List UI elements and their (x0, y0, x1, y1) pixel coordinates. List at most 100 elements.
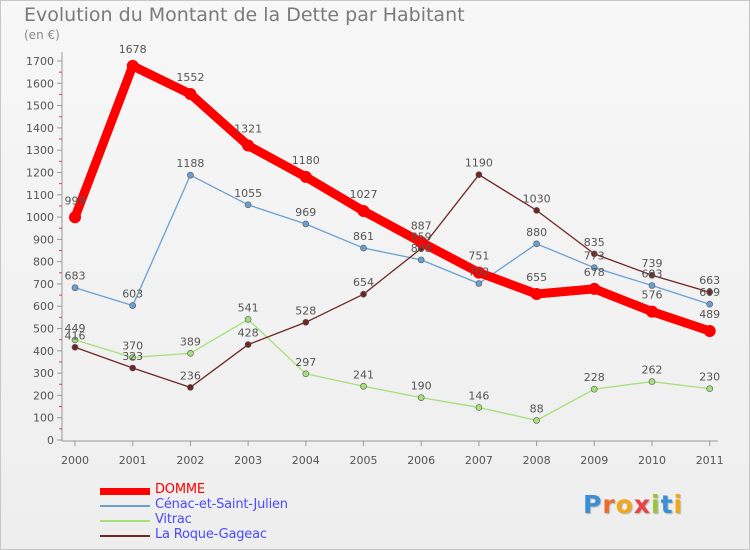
y-tick-label: 1100 (26, 189, 54, 202)
legend-swatch (100, 488, 150, 495)
data-point-la-roque-gageac (129, 364, 136, 372)
data-point-cenac-et-saint-julien (302, 220, 310, 228)
data-point-domme (126, 59, 139, 72)
x-tick-label: 2003 (234, 454, 262, 467)
data-point-domme (357, 205, 370, 218)
data-label-cenac-et-saint-julien: 773 (584, 250, 605, 263)
x-tick-label: 2000 (61, 454, 89, 467)
data-label-la-roque-gageac: 416 (65, 329, 86, 342)
legend-swatch (100, 520, 150, 522)
data-label-la-roque-gageac: 236 (180, 369, 201, 382)
data-label-domme: 1321 (234, 122, 262, 135)
data-label-cenac-et-saint-julien: 702 (468, 265, 489, 278)
logo-letter: o (615, 490, 634, 519)
data-label-vitrac: 146 (468, 389, 489, 402)
logo-letter: P (583, 490, 603, 519)
logo-letter: r (602, 490, 616, 519)
legend-label: Vitrac (155, 512, 192, 527)
chart-title: Evolution du Montant de la Dette par Hab… (24, 4, 465, 26)
data-label-vitrac: 449 (65, 322, 86, 335)
data-point-domme (530, 287, 543, 300)
data-point-cenac-et-saint-julien (417, 256, 425, 264)
data-point-vitrac (129, 354, 136, 361)
y-tick-label: 600 (33, 300, 54, 313)
data-label-domme: 751 (468, 250, 489, 263)
legend-swatch (100, 505, 150, 507)
y-tick-label: 400 (33, 345, 54, 358)
y-tick-label: 1600 (26, 77, 54, 90)
data-point-la-roque-gageac (590, 250, 598, 258)
data-label-cenac-et-saint-julien: 880 (526, 226, 547, 239)
y-tick-label: 900 (33, 233, 54, 246)
data-label-domme: 678 (584, 266, 605, 279)
legend-label: Cénac-et-Saint-Julien (155, 497, 288, 512)
data-point-vitrac (475, 404, 483, 411)
data-point-cenac-et-saint-julien (533, 240, 540, 248)
data-point-cenac-et-saint-julien (475, 280, 483, 287)
x-tick-label: 2007 (465, 454, 493, 467)
data-label-domme: 1552 (176, 71, 204, 84)
data-point-cenac-et-saint-julien (590, 264, 598, 271)
data-label-vitrac: 262 (642, 364, 663, 377)
data-label-domme: 887 (411, 219, 432, 232)
data-point-vitrac (360, 382, 367, 390)
y-tick-label: 700 (33, 278, 54, 291)
x-tick-label: 2008 (523, 454, 551, 467)
data-point-la-roque-gageac (302, 318, 310, 326)
data-point-domme (299, 170, 312, 183)
series-line-cenac-et-saint-julien (74, 174, 711, 307)
legend-label: DOMME (155, 482, 205, 497)
unit-label: (en €) (24, 28, 60, 42)
data-label-domme: 576 (642, 289, 663, 302)
y-tick-label: 1500 (26, 100, 54, 113)
data-point-vitrac (417, 394, 425, 401)
x-tick-label: 2002 (176, 454, 204, 467)
y-tick-label: 300 (33, 367, 54, 380)
logo-letter: x (633, 490, 651, 519)
x-tick-label: 2011 (696, 454, 724, 467)
data-label-la-roque-gageac: 654 (353, 276, 374, 289)
data-label-cenac-et-saint-julien: 1055 (234, 187, 262, 200)
data-point-vitrac (71, 336, 79, 344)
data-label-domme: 999 (65, 194, 86, 207)
data-label-domme: 1180 (292, 154, 320, 167)
x-tick-label: 2009 (580, 454, 608, 467)
data-point-vitrac (187, 349, 194, 357)
y-tick-label: 800 (33, 256, 54, 269)
data-point-cenac-et-saint-julien (244, 201, 252, 209)
logo-letter: i (651, 490, 661, 519)
x-tick-label: 2006 (407, 454, 435, 467)
data-point-domme (69, 211, 81, 224)
data-point-cenac-et-saint-julien (129, 302, 136, 309)
data-label-domme: 489 (699, 308, 720, 321)
data-point-domme (472, 266, 485, 279)
data-point-la-roque-gageac (475, 171, 483, 178)
y-tick-label: 1700 (26, 55, 54, 68)
data-point-la-roque-gageac (648, 271, 656, 279)
logo-letter: t (660, 490, 674, 519)
series-line-la-roque-gageac (74, 174, 711, 389)
data-point-domme (242, 139, 255, 152)
y-tick-label: 100 (33, 412, 54, 425)
data-label-vitrac: 241 (353, 368, 374, 381)
y-tick-label: 1400 (26, 122, 54, 135)
y-tick-label: 1200 (26, 166, 54, 179)
proxiti-logo: Proxiti (583, 490, 683, 519)
data-point-la-roque-gageac (244, 341, 252, 348)
data-label-vitrac: 370 (122, 340, 143, 353)
data-label-cenac-et-saint-julien: 861 (353, 230, 374, 243)
data-label-la-roque-gageac: 528 (295, 304, 316, 317)
x-tick-label: 2010 (638, 454, 666, 467)
data-point-vitrac (533, 417, 540, 424)
data-point-vitrac (590, 385, 598, 393)
data-label-la-roque-gageac: 835 (584, 236, 605, 249)
data-label-la-roque-gageac: 1190 (465, 157, 493, 170)
data-point-domme (588, 282, 601, 295)
data-label-vitrac: 88 (530, 402, 544, 415)
data-label-la-roque-gageac: 859 (411, 230, 432, 243)
legend-label: La Roque-Gageac (155, 527, 267, 542)
data-label-cenac-et-saint-julien: 1188 (176, 157, 204, 170)
data-label-cenac-et-saint-julien: 808 (411, 242, 432, 255)
data-label-cenac-et-saint-julien: 683 (65, 270, 86, 283)
data-label-cenac-et-saint-julien: 603 (122, 288, 143, 301)
